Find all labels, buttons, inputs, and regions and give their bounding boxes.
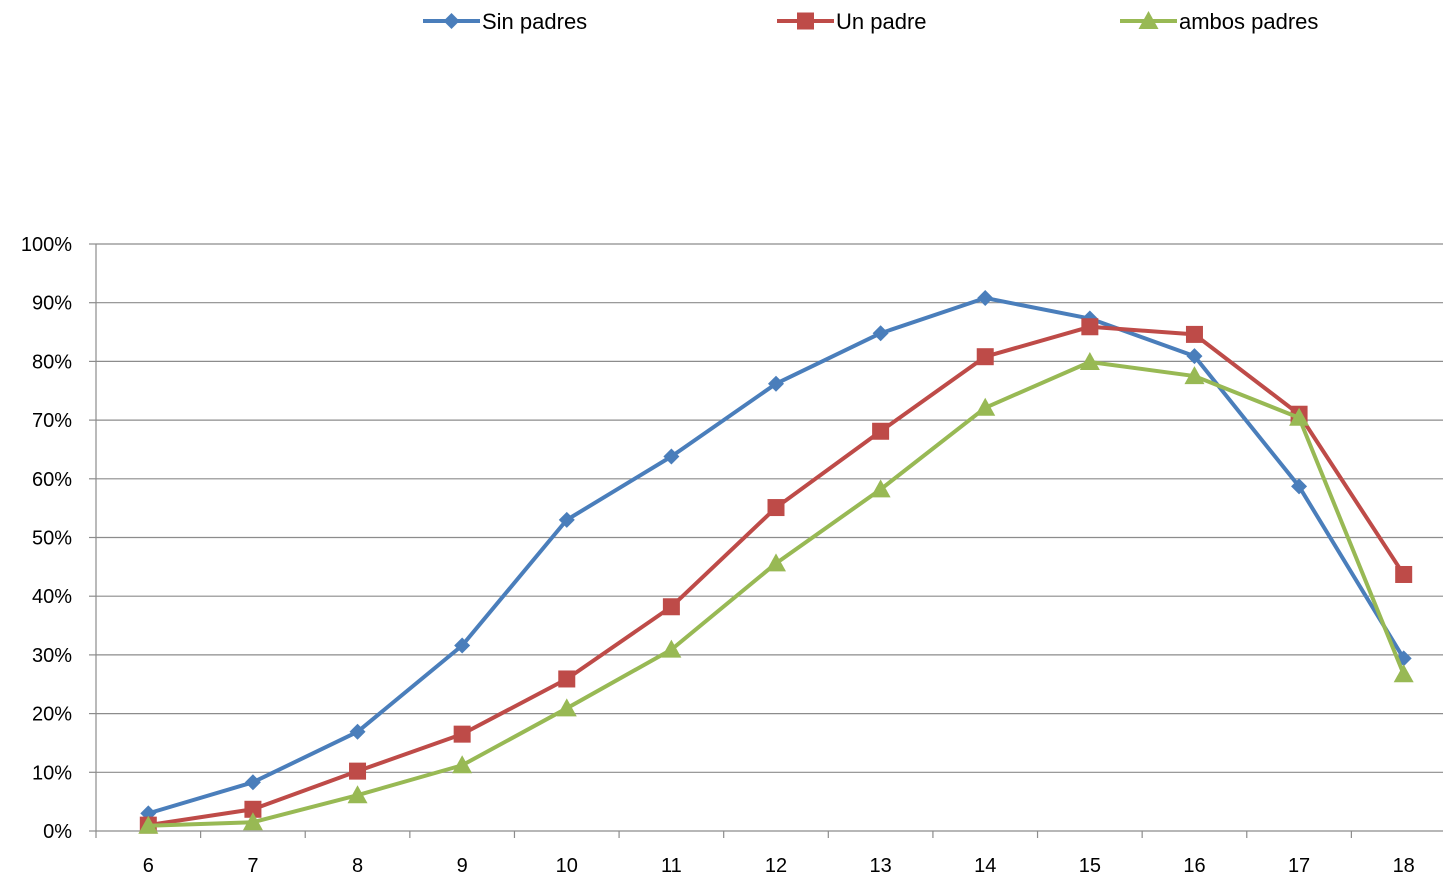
y-tick-label-90: 90% [32,293,72,315]
x-tick-label-6: 6 [143,855,154,877]
series-group [138,290,1414,834]
y-axis-ticks: 0% 10% 20% 30% 40% 50% 60% 70% 80% 90% 100% [21,234,96,843]
data-point-un-padre-15 [1081,318,1099,336]
data-point-ambos-padres-9 [452,755,473,774]
y-tick-label-100: 100% [21,234,72,256]
data-point-un-padre-16 [1185,325,1203,343]
data-point-sin-padres-13 [872,325,889,342]
x-tick-label-7: 7 [247,855,258,877]
data-point-ambos-padres-15 [1079,351,1100,370]
data-point-sin-padres-7 [244,774,261,791]
x-tick-label-10: 10 [556,855,578,877]
data-point-sin-padres-14 [977,290,994,307]
data-point-sin-padres-10 [558,511,575,528]
data-point-un-padre-9 [453,725,471,743]
gridlines [96,243,1443,773]
legend-item-ambos-padres: ambos padres [1120,9,1318,34]
y-tick-label-60: 60% [32,469,72,491]
data-point-sin-padres-9 [454,637,471,654]
series-line-un-padre [146,324,1406,828]
data-point-ambos-padres-13 [870,479,891,498]
y-tick-label-30: 30% [32,645,72,667]
data-point-ambos-padres-7 [242,812,263,831]
x-tick-label-13: 13 [869,855,891,877]
x-tick-label-8: 8 [352,855,363,877]
data-point-ambos-padres-12 [766,553,786,572]
y-tick-label-50: 50% [32,528,72,550]
series-line-ambos-padres [146,359,1406,828]
y-tick-label-40: 40% [32,586,72,608]
data-point-un-padre-13 [872,422,890,440]
legend: Sin padres Un padre ambos padres [423,9,1318,34]
x-tick-label-15: 15 [1079,855,1101,877]
x-tick-label-11: 11 [661,855,682,877]
legend-item-un-padre: Un padre [777,9,927,34]
data-point-un-padre-12 [767,499,785,517]
data-point-sin-padres-17 [1291,478,1308,495]
series-un-padre [139,318,1413,834]
x-tick-label-18: 18 [1393,855,1415,877]
legend-marker-un-padre [797,12,814,30]
y-tick-label-70: 70% [32,410,72,432]
data-point-ambos-padres-11 [661,639,682,658]
x-tick-label-14: 14 [974,855,996,877]
x-tick-label-17: 17 [1288,855,1310,877]
data-point-sin-padres-8 [349,723,366,740]
legend-label-un-padre: Un padre [836,9,927,34]
legend-item-sin-padres: Sin padres [423,9,587,34]
y-tick-label-20: 20% [32,704,72,726]
data-point-ambos-padres-10 [556,698,577,717]
y-tick-label-10: 10% [32,762,72,784]
legend-marker-sin-padres [443,13,460,29]
data-point-ambos-padres-8 [347,785,368,804]
data-point-un-padre-14 [976,348,994,366]
x-tick-label-12: 12 [765,855,787,877]
x-tick-label-9: 9 [457,855,468,877]
legend-marker-ambos-padres [1138,11,1159,29]
y-tick-label-0: 0% [43,821,72,843]
y-tick-label-80: 80% [32,351,72,373]
series-ambos-padres [138,351,1414,834]
x-tick-label-16: 16 [1183,855,1205,877]
data-point-sin-padres-11 [663,448,680,465]
data-point-sin-padres-12 [768,375,784,392]
data-point-ambos-padres-17 [1289,407,1310,426]
data-point-sin-padres-16 [1186,348,1203,365]
data-point-ambos-padres-6 [138,815,159,834]
data-point-un-padre-11 [662,598,680,616]
legend-label-sin-padres: Sin padres [482,9,587,34]
data-point-un-padre-18 [1395,565,1413,583]
data-point-ambos-padres-16 [1184,366,1205,385]
data-point-un-padre-8 [349,762,367,780]
x-axis-ticks: 6 7 8 9 10 11 12 13 14 15 16 17 18 [95,831,1415,877]
data-point-ambos-padres-14 [975,397,996,416]
data-point-ambos-padres-18 [1393,664,1414,683]
data-point-un-padre-7 [244,800,262,818]
legend-label-ambos-padres: ambos padres [1179,9,1318,34]
data-point-un-padre-10 [558,670,576,688]
